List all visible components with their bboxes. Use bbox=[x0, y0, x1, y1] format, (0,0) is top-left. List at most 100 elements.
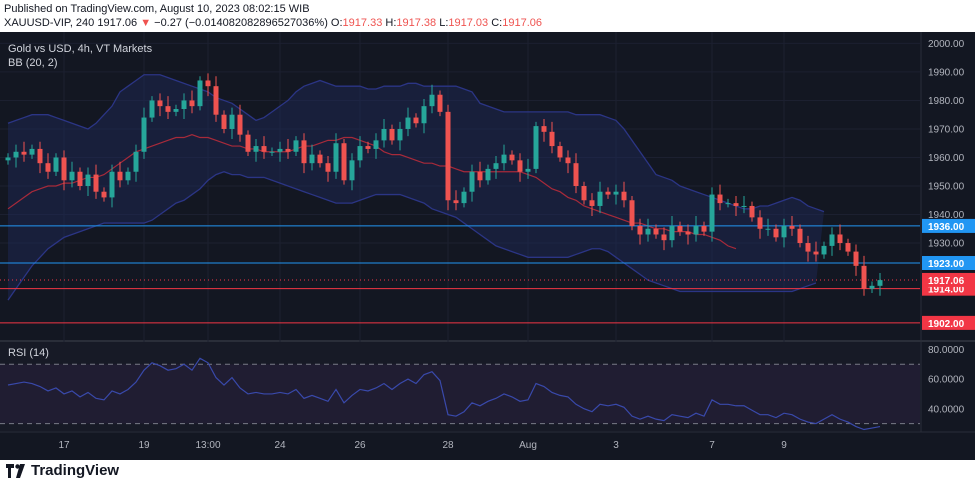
candle-body bbox=[173, 109, 179, 112]
candle-body bbox=[293, 140, 299, 152]
candle-body bbox=[413, 117, 419, 124]
candle-body bbox=[285, 148, 291, 152]
tradingview-logo-icon bbox=[6, 463, 25, 478]
candle-body bbox=[805, 243, 811, 252]
candle-body bbox=[765, 228, 771, 230]
candle-body bbox=[517, 160, 523, 172]
level-price-label: 1923.00 bbox=[928, 259, 965, 270]
time-tick-label: 28 bbox=[442, 440, 454, 451]
close-label: C: bbox=[491, 17, 503, 29]
bb-lower-line bbox=[7, 171, 817, 301]
change-arrow-icon: ▼ bbox=[140, 17, 152, 29]
candle-body bbox=[165, 106, 171, 112]
candle-body bbox=[821, 245, 827, 255]
low-label: L: bbox=[439, 17, 449, 29]
candle-body bbox=[69, 171, 75, 181]
ohlc-header: XAUUSD-VIP, 240 1917.06 ▼ −0.27 (−0.0140… bbox=[4, 17, 542, 29]
candle-body bbox=[749, 205, 755, 218]
candle-body bbox=[789, 225, 795, 229]
bb-upper-line bbox=[7, 74, 825, 213]
candle-body bbox=[853, 251, 859, 266]
time-tick-label: 24 bbox=[274, 440, 286, 451]
candle-body bbox=[581, 186, 587, 201]
candle-body bbox=[13, 151, 19, 158]
candle-body bbox=[485, 168, 491, 181]
candle-body bbox=[341, 143, 347, 181]
bb-basis-line bbox=[7, 134, 737, 250]
candle-body bbox=[445, 111, 451, 201]
candle-body bbox=[845, 243, 851, 252]
price-tick-label: 1970.00 bbox=[928, 124, 965, 135]
bb-fill bbox=[8, 74, 824, 301]
candle-body bbox=[229, 114, 235, 129]
price-tick-label: 2000.00 bbox=[928, 39, 965, 50]
candle-body bbox=[453, 200, 459, 204]
close-value: 1917.06 bbox=[502, 17, 542, 29]
level-price-badge bbox=[922, 218, 975, 233]
candle-body bbox=[309, 154, 315, 164]
candle-body bbox=[381, 128, 387, 141]
candle-body bbox=[157, 100, 163, 107]
candle-body bbox=[693, 225, 699, 235]
candle-body bbox=[221, 114, 227, 129]
candle-body bbox=[877, 280, 883, 286]
change-value: −0.27 (−0.0140820828965270​36%) bbox=[154, 17, 328, 29]
open-value: 1917.33 bbox=[342, 17, 383, 29]
time-tick-label: 17 bbox=[58, 440, 70, 451]
candle-body bbox=[253, 146, 259, 152]
rsi-tick-label: 40.0000 bbox=[928, 404, 965, 415]
rsi-title: RSI (14) bbox=[8, 347, 49, 359]
candle-body bbox=[77, 171, 83, 186]
open-label: O: bbox=[330, 17, 343, 29]
candle-body bbox=[237, 114, 243, 135]
candle-body bbox=[741, 205, 747, 207]
candle-body bbox=[461, 191, 467, 204]
chart-area[interactable]: 2000.00 1990.00 1980.00 1970.00 1960.00 1950.… bbox=[0, 32, 975, 460]
candle-body bbox=[725, 203, 731, 205]
high-value: 1917.38 bbox=[396, 17, 437, 29]
candle-body bbox=[565, 157, 571, 164]
candle-body bbox=[349, 160, 355, 181]
published-line: Published on TradingView.com, August 10,… bbox=[4, 3, 310, 15]
candle-body bbox=[757, 217, 763, 229]
candle-body bbox=[781, 225, 787, 238]
candle-body bbox=[269, 151, 275, 153]
last-price: 1917.06 bbox=[97, 17, 138, 29]
candle-body bbox=[533, 126, 539, 169]
last-price-badge bbox=[922, 272, 975, 287]
candle-body bbox=[21, 151, 27, 155]
candle-body bbox=[605, 191, 611, 195]
candle-body bbox=[325, 163, 331, 172]
level-price-label: 1914.00 bbox=[928, 285, 965, 296]
candle-body bbox=[829, 234, 835, 246]
level-price-label: 1902.00 bbox=[928, 319, 965, 330]
candle-body bbox=[661, 234, 667, 241]
candle-body bbox=[53, 157, 59, 172]
candle-body bbox=[141, 117, 147, 152]
candle-body bbox=[589, 200, 595, 206]
candle-body bbox=[109, 171, 115, 198]
candle-body bbox=[301, 140, 307, 164]
candle-body bbox=[373, 140, 379, 149]
candle-body bbox=[437, 94, 443, 112]
candle-body bbox=[117, 171, 123, 181]
candle-body bbox=[405, 117, 411, 129]
candle-body bbox=[613, 191, 619, 195]
candle-body bbox=[37, 148, 43, 164]
price-tick-label: 1950.00 bbox=[928, 182, 965, 193]
candle-body bbox=[477, 171, 483, 181]
candle-body bbox=[645, 228, 651, 235]
candle-body bbox=[261, 146, 267, 152]
candle-body bbox=[397, 128, 403, 141]
rsi-line bbox=[7, 357, 881, 431]
candle-body bbox=[181, 100, 187, 109]
candle-body bbox=[813, 251, 819, 255]
rsi-tick-label: 80.0000 bbox=[928, 345, 965, 356]
candle-body bbox=[5, 157, 11, 161]
candle-body bbox=[205, 80, 211, 87]
candle-body bbox=[213, 86, 219, 115]
candle-body bbox=[389, 128, 395, 141]
candle-body bbox=[869, 285, 875, 289]
candle-body bbox=[797, 228, 803, 244]
level-price-badge bbox=[922, 256, 975, 270]
